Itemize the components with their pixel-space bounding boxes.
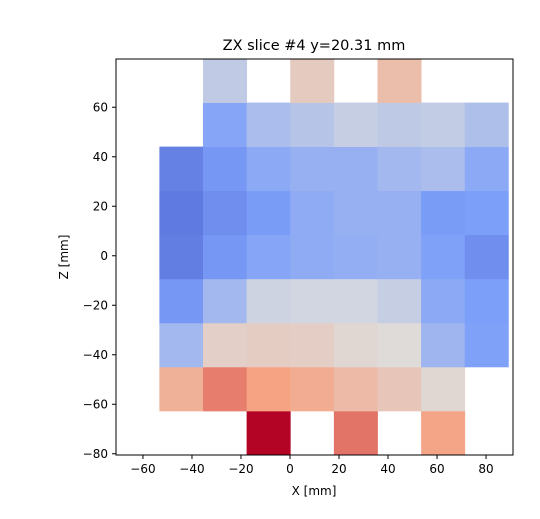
x-tick-label: 60: [429, 462, 444, 476]
heatmap-cell: [421, 278, 466, 324]
heatmap-cell: [159, 366, 204, 412]
heatmap-cell: [203, 322, 248, 368]
heatmap-cell: [159, 322, 204, 368]
heatmap-cell: [464, 102, 509, 148]
heatmap-cell: [290, 102, 335, 148]
x-tick-label: −60: [130, 462, 155, 476]
heatmap-cell: [246, 146, 291, 192]
heatmap-cell: [464, 234, 509, 280]
x-tick-label: −40: [179, 462, 204, 476]
heatmap-cell: [421, 190, 466, 236]
heatmap-cell: [377, 58, 422, 103]
heatmap-cell: [203, 58, 248, 103]
x-tick-label: 80: [478, 462, 493, 476]
heatmap-cell: [377, 234, 422, 280]
heatmap-cell: [203, 366, 248, 412]
y-tick-label: 20: [93, 199, 108, 213]
heatmap-cell: [377, 366, 422, 412]
heatmap-cell: [203, 278, 248, 324]
heatmap-cell: [159, 278, 204, 324]
heatmap-cells: [159, 58, 509, 456]
heatmap-cell: [333, 322, 378, 368]
heatmap-cell: [421, 322, 466, 368]
heatmap-cell: [377, 102, 422, 148]
y-axis: −80 −60 −40 −20 0 20 40 60: [83, 100, 116, 461]
heatmap-cell: [464, 278, 509, 324]
heatmap-cell: [290, 366, 335, 412]
y-tick-label: −80: [83, 447, 108, 461]
x-axis: −60 −40 −20 0 20 40 60 80: [130, 455, 494, 476]
heatmap-cell: [464, 322, 509, 368]
heatmap-cell: [421, 366, 466, 412]
heatmap-cell: [421, 102, 466, 148]
x-tick-label: 0: [286, 462, 294, 476]
heatmap-cell: [290, 278, 335, 324]
chart-title: ZX slice #4 y=20.31 mm: [223, 38, 406, 54]
y-tick-label: 0: [100, 249, 108, 263]
heatmap-cell: [246, 278, 291, 324]
heatmap-cell: [246, 366, 291, 412]
heatmap-cell: [333, 366, 378, 412]
x-tick-label: 40: [380, 462, 395, 476]
x-axis-label: X [mm]: [292, 484, 337, 498]
y-tick-label: −60: [83, 397, 108, 411]
y-axis-label: Z [mm]: [57, 235, 71, 280]
heatmap-cell: [333, 278, 378, 324]
heatmap-cell: [203, 234, 248, 280]
heatmap-cell: [246, 190, 291, 236]
heatmap-cell: [290, 146, 335, 192]
heatmap-cell: [421, 410, 466, 456]
heatmap-cell: [290, 234, 335, 280]
heatmap-cell: [246, 410, 291, 456]
heatmap-cell: [333, 102, 378, 148]
x-tick-label: −20: [228, 462, 253, 476]
heatmap-cell: [290, 322, 335, 368]
heatmap-cell: [246, 234, 291, 280]
heatmap-cell: [290, 58, 335, 103]
heatmap-cell: [377, 278, 422, 324]
heatmap-cell: [159, 146, 204, 192]
heatmap-cell: [290, 190, 335, 236]
heatmap-cell: [203, 190, 248, 236]
heatmap-cell: [333, 234, 378, 280]
x-tick-label: 20: [331, 462, 346, 476]
heatmap-cell: [377, 146, 422, 192]
heatmap-cell: [377, 190, 422, 236]
heatmap-cell: [464, 146, 509, 192]
plot-frame: [115, 58, 514, 456]
heatmap-cell: [377, 322, 422, 368]
heatmap-cell: [203, 146, 248, 192]
heatmap-cell: [421, 234, 466, 280]
y-tick-label: 60: [93, 100, 108, 114]
heatmap-cell: [333, 146, 378, 192]
heatmap-cell: [333, 410, 378, 456]
y-tick-label: 40: [93, 150, 108, 164]
heatmap-cell: [159, 234, 204, 280]
heatmap-cell: [246, 102, 291, 148]
y-tick-label: −20: [83, 298, 108, 312]
heatmap-cell: [159, 190, 204, 236]
heatmap-cell: [203, 102, 248, 148]
heatmap-cell: [421, 146, 466, 192]
heatmap-cell: [246, 322, 291, 368]
y-tick-label: −40: [83, 348, 108, 362]
heatmap-cell: [333, 190, 378, 236]
heatmap-cell: [464, 190, 509, 236]
